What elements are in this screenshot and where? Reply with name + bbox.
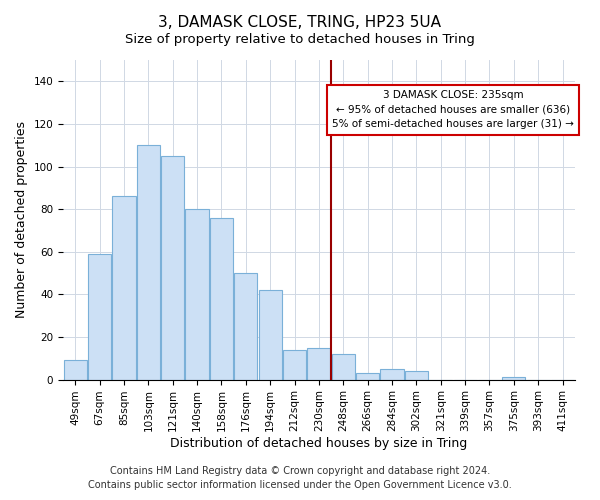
Bar — [405, 371, 428, 380]
Bar — [185, 209, 209, 380]
Bar — [88, 254, 111, 380]
Bar — [64, 360, 87, 380]
Text: 3, DAMASK CLOSE, TRING, HP23 5UA: 3, DAMASK CLOSE, TRING, HP23 5UA — [158, 15, 442, 30]
Text: Size of property relative to detached houses in Tring: Size of property relative to detached ho… — [125, 32, 475, 46]
Bar — [234, 273, 257, 380]
Y-axis label: Number of detached properties: Number of detached properties — [15, 122, 28, 318]
Bar — [502, 378, 526, 380]
Bar — [380, 369, 404, 380]
Bar — [210, 218, 233, 380]
Bar — [112, 196, 136, 380]
Bar — [283, 350, 306, 380]
Bar — [356, 373, 379, 380]
Text: Contains HM Land Registry data © Crown copyright and database right 2024.
Contai: Contains HM Land Registry data © Crown c… — [88, 466, 512, 490]
Bar — [259, 290, 282, 380]
X-axis label: Distribution of detached houses by size in Tring: Distribution of detached houses by size … — [170, 437, 467, 450]
Bar — [307, 348, 331, 380]
Bar — [137, 145, 160, 380]
Bar — [332, 354, 355, 380]
Bar — [161, 156, 184, 380]
Text: 3 DAMASK CLOSE: 235sqm
← 95% of detached houses are smaller (636)
5% of semi-det: 3 DAMASK CLOSE: 235sqm ← 95% of detached… — [332, 90, 574, 130]
